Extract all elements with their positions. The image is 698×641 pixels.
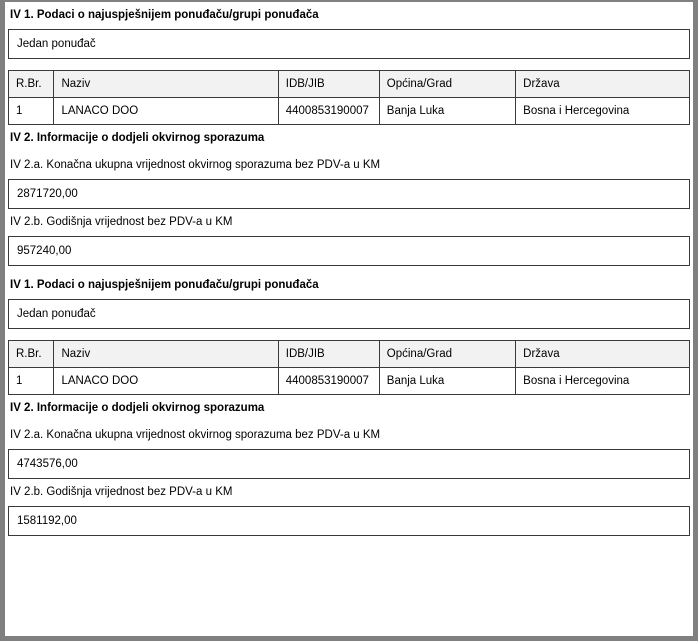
column-header-idb: IDB/JIB [277,340,380,368]
cell-rbr: 1 [7,97,55,125]
column-header-drzava: Država [515,70,690,98]
cell-naziv: LANACO DOO [53,367,279,395]
label-iv2b: IV 2.b. Godišnja vrijednost bez PDV-a u … [10,486,233,498]
table-row: 1 LANACO DOO 4400853190007 Banja Luka Bo… [7,97,690,125]
table-row: 1 LANACO DOO 4400853190007 Banja Luka Bo… [7,367,690,395]
value-field-iv2b[interactable]: 1581192,00 [8,506,690,536]
label-iv2a: IV 2.a. Konačna ukupna vrijednost okvirn… [10,159,381,171]
section-heading-iv2: IV 2. Informacije o dodjeli okvirnog spo… [10,402,265,414]
cell-rbr: 1 [7,367,55,395]
table-header-row: R.Br. Naziv IDB/JIB Općina/Grad Država [7,70,690,98]
column-header-opcina: Općina/Grad [378,70,517,98]
bidder-type-field[interactable]: Jedan ponuđač [8,299,690,329]
table-header-row: R.Br. Naziv IDB/JIB Općina/Grad Država [7,340,690,368]
bidder-table: R.Br. Naziv IDB/JIB Općina/Grad Država 1… [7,340,690,395]
cell-idb: 4400853190007 [277,97,380,125]
column-header-opcina: Općina/Grad [378,340,517,368]
section-heading-iv1: IV 1. Podaci o najuspješnijem ponuđaču/g… [10,9,319,21]
column-header-idb: IDB/JIB [277,70,380,98]
cell-opcina: Banja Luka [378,367,517,395]
document-body: IV 1. Podaci o najuspješnijem ponuđaču/g… [5,2,693,536]
cell-opcina: Banja Luka [378,97,517,125]
bidder-table: R.Br. Naziv IDB/JIB Općina/Grad Država 1… [7,70,690,125]
spacer [8,59,690,70]
column-header-rbr: R.Br. [7,340,55,368]
cell-drzava: Bosna i Hercegovina [515,97,690,125]
bidder-type-field[interactable]: Jedan ponuđač [8,29,690,59]
section-heading-iv2: IV 2. Informacije o dodjeli okvirnog spo… [10,132,265,144]
value-field-iv2b[interactable]: 957240,00 [8,236,690,266]
spacer [8,329,690,340]
award-block-2: IV 1. Podaci o najuspješnijem ponuđaču/g… [7,272,690,536]
award-block-1: IV 1. Podaci o najuspješnijem ponuđaču/g… [7,2,690,266]
column-header-rbr: R.Br. [7,70,55,98]
value-field-iv2a[interactable]: 2871720,00 [8,179,690,209]
column-header-naziv: Naziv [53,70,279,98]
cell-naziv: LANACO DOO [53,97,279,125]
column-header-naziv: Naziv [53,340,279,368]
label-iv2b: IV 2.b. Godišnja vrijednost bez PDV-a u … [10,216,233,228]
label-iv2a: IV 2.a. Konačna ukupna vrijednost okvirn… [10,429,381,441]
cell-idb: 4400853190007 [277,367,380,395]
value-field-iv2a[interactable]: 4743576,00 [8,449,690,479]
column-header-drzava: Država [515,340,690,368]
section-heading-iv1: IV 1. Podaci o najuspješnijem ponuđaču/g… [10,279,319,291]
cell-drzava: Bosna i Hercegovina [515,367,690,395]
